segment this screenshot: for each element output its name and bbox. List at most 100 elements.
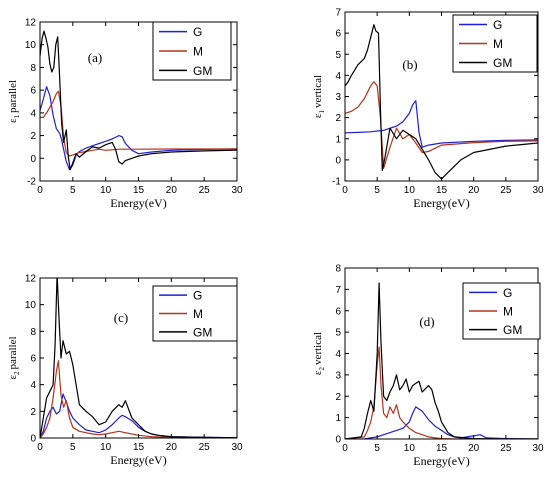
legend-label-G: G <box>193 289 202 303</box>
panel-label: (d) <box>419 314 434 329</box>
panel-label: (b) <box>402 57 417 72</box>
x-tick-label: 20 <box>468 185 480 196</box>
panel-2: 0 5 10 15 20 25 30-101234567Energy(eV)ε1vertic… <box>312 8 544 211</box>
y-tick-label: 6 <box>30 354 36 365</box>
y-axis-text: vertical <box>312 75 324 108</box>
x-axis-title: Energy(eV) <box>413 196 469 210</box>
x-tick-label: 5 <box>374 185 380 196</box>
x-tick-label: 30 <box>532 443 544 454</box>
y-tick-label: 2 <box>30 131 36 142</box>
x-tick-label: 30 <box>231 185 243 196</box>
y-tick-label: 7 <box>335 8 341 19</box>
x-tick-label: 15 <box>436 185 448 196</box>
y-tick-label: 8 <box>30 63 36 74</box>
legend-label-G: G <box>493 18 502 32</box>
y-tick-label: 5 <box>335 328 341 339</box>
x-axis-title: Energy(eV) <box>413 454 469 468</box>
y-axis-symbol: ε <box>7 375 19 380</box>
y-axis-symbol: ε <box>7 118 19 123</box>
y-tick-label: 8 <box>30 327 36 338</box>
y-axis-subscript: 2 <box>13 371 21 375</box>
y-tick-label: 4 <box>335 71 341 82</box>
y-axis-symbol: ε <box>312 113 324 118</box>
x-tick-label: 25 <box>500 185 512 196</box>
legend-label-M: M <box>493 37 503 51</box>
legend-label-M: M <box>193 307 203 321</box>
legend-label-G: G <box>193 25 202 39</box>
y-axis-subscript: 1 <box>13 114 21 118</box>
legend-label-M: M <box>193 45 203 59</box>
y-axis-text: parallel <box>7 336 19 369</box>
x-tick-label: 30 <box>231 442 243 453</box>
x-tick-label: 20 <box>166 185 178 196</box>
x-tick-label: 15 <box>133 442 145 453</box>
x-tick-label: 15 <box>133 185 145 196</box>
x-tick-label: 0 <box>37 442 43 453</box>
y-axis-title: ε1vertical <box>312 75 326 118</box>
x-tick-label: 25 <box>500 443 512 454</box>
y-tick-label: 4 <box>335 349 341 360</box>
y-axis-text: vertical <box>312 332 324 365</box>
panel-label: (c) <box>114 310 128 325</box>
y-axis-subscript: 1 <box>318 109 326 113</box>
y-tick-label: 2 <box>30 407 36 418</box>
series-line-GM <box>345 282 538 439</box>
series-line-G <box>40 86 237 171</box>
y-axis-text: parallel <box>7 80 19 113</box>
panel-4: 0 5 10 15 20 25 30012345678Energy(eV)ε2vertica… <box>312 264 544 469</box>
y-tick-label: 1 <box>335 134 341 145</box>
x-tick-label: 5 <box>70 185 76 196</box>
y-tick-label: 10 <box>25 40 37 51</box>
y-tick-label: 6 <box>335 306 341 317</box>
legend-label-GM: GM <box>493 56 512 70</box>
y-axis-symbol: ε <box>312 370 324 375</box>
legend-label-G: G <box>503 286 512 300</box>
x-tick-label: 10 <box>404 185 416 196</box>
y-tick-label: 6 <box>335 29 341 40</box>
x-tick-label: 0 <box>37 185 43 196</box>
panel-1: 0 5 10 15 20 25 30-2024681012Energy(eV)ε1paral… <box>7 18 243 211</box>
x-tick-label: 10 <box>100 442 112 453</box>
x-tick-label: 15 <box>436 443 448 454</box>
y-tick-label: 3 <box>335 92 341 103</box>
y-tick-label: 5 <box>335 50 341 61</box>
x-tick-label: 5 <box>374 443 380 454</box>
y-axis-title: ε2vertical <box>312 332 326 375</box>
panel-label: (a) <box>88 50 102 65</box>
series-line-M <box>40 360 237 438</box>
y-tick-label: 2 <box>335 113 341 124</box>
x-tick-label: 25 <box>199 185 211 196</box>
y-tick-label: 12 <box>25 18 37 29</box>
x-tick-label: 0 <box>342 185 348 196</box>
x-tick-label: 0 <box>342 443 348 454</box>
x-tick-label: 20 <box>166 442 178 453</box>
x-tick-label: 10 <box>404 443 416 454</box>
y-axis-title: ε2 parallel <box>7 336 21 379</box>
y-tick-label: 4 <box>30 108 36 119</box>
series-line-G <box>345 100 538 148</box>
y-tick-label: 0 <box>30 434 36 445</box>
y-tick-label: 2 <box>335 392 341 403</box>
y-tick-label: 3 <box>335 370 341 381</box>
y-tick-label: 0 <box>30 154 36 165</box>
y-tick-label: 12 <box>25 274 37 285</box>
series-line-GM <box>40 30 237 171</box>
x-tick-label: 30 <box>532 185 544 196</box>
y-tick-label: -1 <box>332 177 341 188</box>
y-tick-label: 10 <box>25 300 37 311</box>
series-line-M <box>345 346 538 439</box>
legend-label-GM: GM <box>193 325 212 339</box>
legend-label-GM: GM <box>193 64 212 78</box>
panel-3: 0 5 10 15 20 25 30024681012Energy(eV)ε2paralle… <box>7 274 243 468</box>
legend-label-M: M <box>503 305 513 319</box>
series-line-GM <box>345 24 538 180</box>
series-line-M <box>345 81 538 169</box>
series-line-G <box>345 406 538 439</box>
y-tick-label: 8 <box>335 264 341 275</box>
y-tick-label: 6 <box>30 86 36 97</box>
y-tick-label: 0 <box>335 155 341 166</box>
y-tick-label: 7 <box>335 285 341 296</box>
x-tick-label: 10 <box>100 185 112 196</box>
